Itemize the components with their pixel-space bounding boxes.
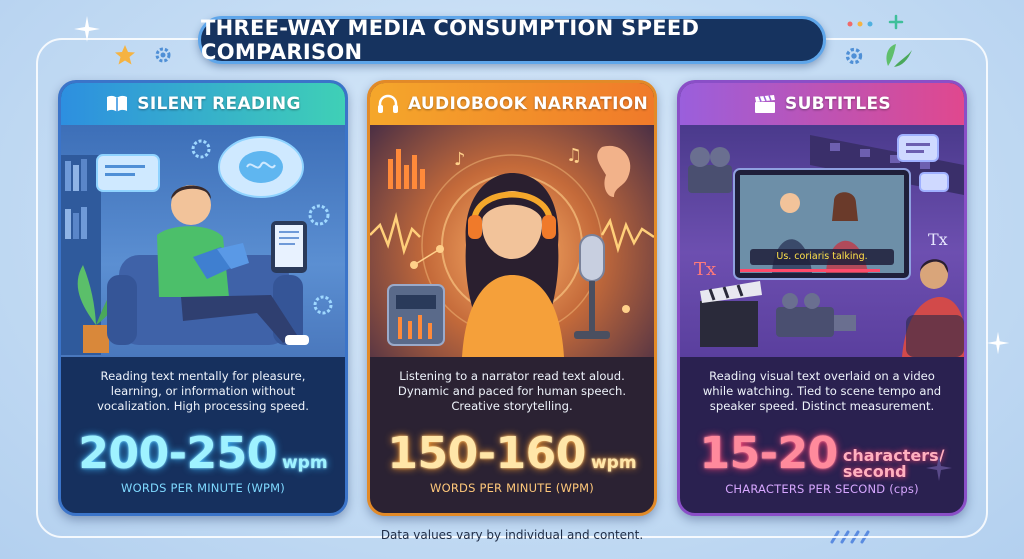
audiobook-illustration: ♪ ♫: [370, 125, 654, 357]
card-description: Reading visual text overlaid on a video …: [702, 369, 942, 413]
book-icon: [105, 94, 129, 114]
card-header: SILENT READING: [61, 83, 345, 125]
clapperboard-icon: [753, 94, 777, 114]
footer-note: Data values vary by individual and conte…: [380, 528, 644, 542]
card-title: SILENT READING: [137, 94, 301, 114]
title-banner: THREE-WAY MEDIA CONSUMPTION SPEED COMPAR…: [198, 16, 826, 64]
plus-icon: [888, 14, 904, 30]
card-header: AUDIOBOOK NARRATION: [370, 83, 654, 125]
card-title: SUBTITLES: [785, 94, 891, 114]
speed-range: 150-160: [387, 428, 586, 479]
sparkle-icon: [74, 16, 100, 42]
speed-unit-line2: second: [842, 461, 907, 481]
unit-caption: CHARACTERS PER SECOND (cps): [725, 481, 919, 496]
card-description: Listening to a narrator read text aloud.…: [397, 369, 627, 413]
unit-caption: WORDS PER MINUTE (WPM): [121, 481, 285, 495]
speed-value: 150-160 wpm: [370, 429, 654, 479]
sparkle-icon: [986, 331, 1010, 355]
speed-range: 200-250: [78, 428, 277, 479]
unit-caption: WORDS PER MINUTE (WPM): [430, 481, 594, 495]
speed-unit-line1: characters/: [842, 445, 945, 465]
sparkle-icon: [926, 455, 952, 481]
subtitles-illustration: Tx Tx Us. coriaris talking.: [680, 125, 964, 357]
speed-range: 15-20: [699, 428, 839, 479]
caption-text: Us. coriaris talking.: [776, 251, 868, 262]
dots-icon: [847, 21, 873, 27]
speed-unit: wpm: [281, 453, 328, 473]
leaf-icon: [886, 44, 912, 67]
card-title: AUDIOBOOK NARRATION: [408, 94, 648, 114]
svg-text:Tx: Tx: [928, 230, 948, 249]
svg-text:♪: ♪: [454, 149, 466, 170]
speed-unit: characters/second: [842, 445, 945, 481]
speed-value: 200-250 wpm: [61, 429, 345, 479]
star-icon: [115, 45, 135, 65]
speed-value: 15-20 characters/second: [680, 429, 964, 480]
svg-text:♫: ♫: [566, 145, 582, 166]
card-audiobook-narration: AUDIOBOOK NARRATION ♪ ♫: [367, 80, 657, 516]
speed-unit: wpm: [590, 453, 637, 473]
card-header: SUBTITLES: [680, 83, 964, 125]
card-description: Reading text mentally for pleasure, lear…: [97, 369, 309, 413]
reading-illustration: [61, 125, 345, 357]
page-title: THREE-WAY MEDIA CONSUMPTION SPEED COMPAR…: [201, 16, 700, 64]
svg-text:Tx: Tx: [694, 259, 716, 280]
card-silent-reading: SILENT READING: [58, 80, 348, 516]
headphones-icon: [376, 94, 400, 114]
card-subtitles: SUBTITLES Tx Tx: [677, 80, 967, 516]
gear-icon: [155, 47, 171, 63]
gear-icon: [845, 47, 863, 65]
